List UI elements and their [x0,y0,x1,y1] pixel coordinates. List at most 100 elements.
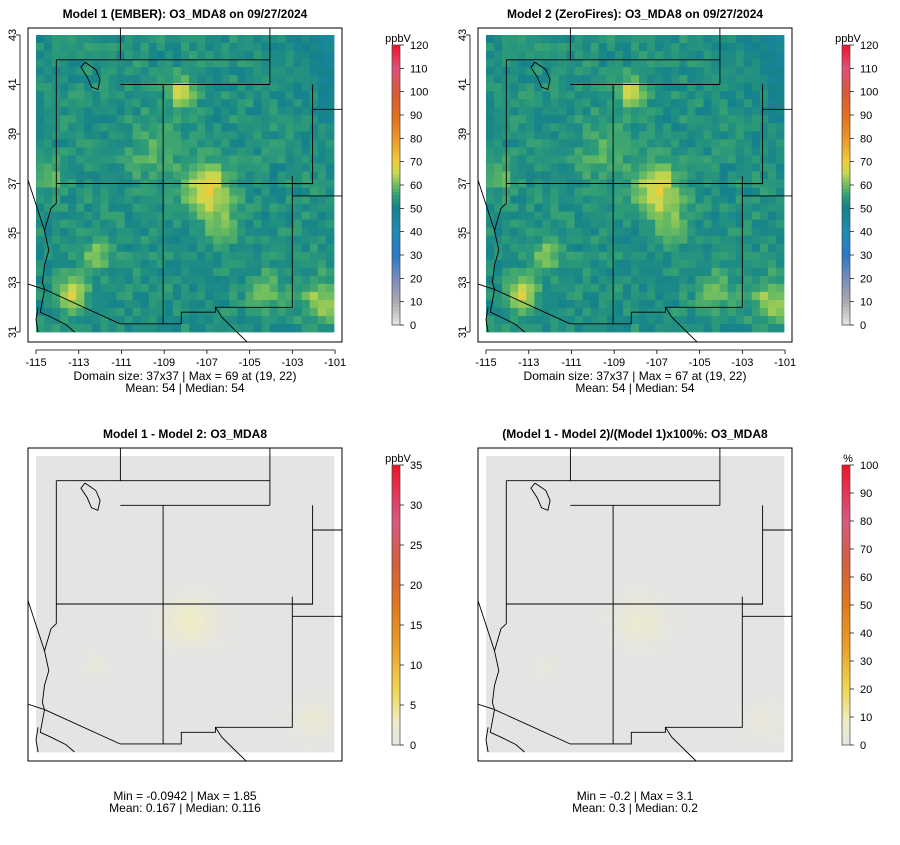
grid-cell [703,220,711,228]
grid-cell [647,147,655,155]
grid-cell [558,59,566,67]
grid-cell [173,672,181,680]
grid-cell [752,123,760,131]
grid-cell [141,744,149,752]
grid-cell [567,656,575,664]
grid-cell [173,496,181,504]
grid-cell [510,664,518,672]
grid-cell [173,736,181,744]
grid-cell [631,131,639,139]
grid-cell [534,131,542,139]
y-tick-label: 31 [7,326,19,338]
grid-cell [197,520,205,528]
grid-cell [278,115,286,123]
colorbar-segment [842,168,850,172]
grid-cell [695,123,703,131]
grid-cell [221,464,229,472]
grid-cell [108,252,116,260]
grid-cell [149,472,157,480]
grid-cell [615,67,623,75]
grid-cell [262,616,270,624]
grid-cell [92,123,100,131]
grid-cell [494,528,502,536]
grid-cell [173,528,181,536]
grid-cell [165,480,173,488]
grid-cell [542,43,550,51]
grid-cell [68,163,76,171]
grid-cell [294,584,302,592]
grid-cell [655,51,663,59]
grid-cell [44,300,52,308]
grid-cell [117,720,125,728]
grid-cell [647,316,655,324]
grid-cell [736,260,744,268]
grid-cell [671,67,679,75]
grid-cell [310,632,318,640]
grid-cell [245,204,253,212]
grid-cell [760,155,768,163]
grid-cell [253,51,261,59]
grid-cell [518,544,526,552]
grid-cell [534,528,542,536]
grid-cell [229,456,237,464]
grid-cell [302,512,310,520]
grid-cell [60,464,68,472]
grid-cell [125,560,133,568]
grid-cell [189,276,197,284]
grid-cell [567,212,575,220]
grid-cell [133,528,141,536]
grid-cell [567,576,575,584]
grid-cell [534,584,542,592]
grid-cell [36,147,44,155]
grid-cell [518,67,526,75]
grid-cell [68,480,76,488]
panel-title: Model 2 (ZeroFires): O3_MDA8 on 09/27/20… [507,7,763,21]
grid-cell [663,75,671,83]
grid-cell [133,544,141,552]
grid-cell [502,688,510,696]
grid-cell [108,536,116,544]
colorbar-segment [392,224,400,228]
grid-cell [728,59,736,67]
grid-cell [253,480,261,488]
grid-cell [44,568,52,576]
grid-cell [671,139,679,147]
grid-cell [542,268,550,276]
grid-cell [181,552,189,560]
grid-cell [92,188,100,196]
colorbar-tick-label: 40 [410,227,422,239]
colorbar-segment [392,283,400,287]
grid-cell [44,560,52,568]
grid-cell [229,155,237,163]
grid-cell [84,244,92,252]
grid-cell [133,696,141,704]
grid-cell [534,544,542,552]
grid-cell [76,744,84,752]
grid-cell [639,196,647,204]
grid-cell [68,244,76,252]
grid-cell [133,616,141,624]
grid-cell [173,616,181,624]
grid-cell [687,204,695,212]
grid-cell [518,688,526,696]
grid-cell [149,220,157,228]
grid-cell [221,688,229,696]
grid-cell [237,544,245,552]
grid-cell [149,35,157,43]
grid-cell [494,488,502,496]
colorbar-segment [842,269,850,273]
grid-cell [68,704,76,712]
grid-cell [567,147,575,155]
grid-cell [294,43,302,51]
grid-cell [157,568,165,576]
grid-cell [703,252,711,260]
grid-cell [68,107,76,115]
grid-cell [736,43,744,51]
grid-cell [253,131,261,139]
grid-cell [534,744,542,752]
grid-cell [237,488,245,496]
grid-cell [165,67,173,75]
grid-cell [84,99,92,107]
grid-cell [575,35,583,43]
grid-cell [760,268,768,276]
